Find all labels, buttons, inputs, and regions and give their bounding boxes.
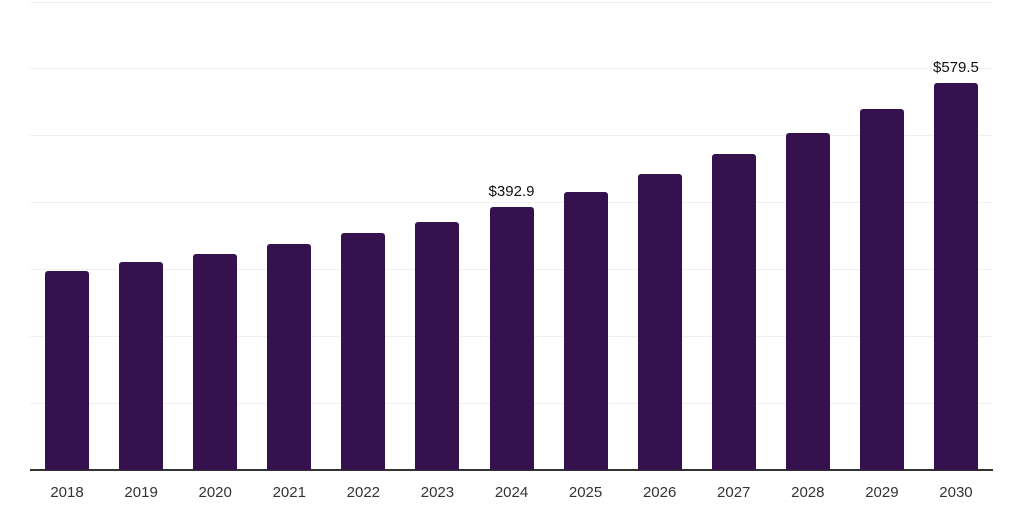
x-axis-tick-label: 2030 <box>939 484 973 501</box>
bar-2024 <box>489 207 534 470</box>
x-axis-tick-label: 2029 <box>865 484 899 501</box>
x-axis-tick-label: 2020 <box>198 484 232 501</box>
x-axis-tick-label: 2021 <box>272 484 306 501</box>
bar-2029 <box>859 109 904 470</box>
x-axis-tick-label: 2022 <box>346 484 381 501</box>
x-axis-tick-label: 2026 <box>642 484 677 501</box>
bar-2019 <box>119 262 164 470</box>
bar-2026 <box>637 174 682 470</box>
bar-2018 <box>45 271 90 470</box>
x-axis-tick-label: 2025 <box>568 484 603 501</box>
x-axis-tick-label: 2024 <box>494 484 529 501</box>
bar-2025 <box>563 191 608 470</box>
gridline <box>30 135 993 137</box>
bar-value-label: $579.5 <box>933 58 979 76</box>
x-axis-tick-label: 2023 <box>420 484 455 501</box>
bar-2022 <box>341 233 386 470</box>
bar-2030 <box>933 82 978 470</box>
bar-2023 <box>415 222 460 470</box>
x-axis-tick-label: 2028 <box>791 484 825 501</box>
x-axis-tick-label: 2027 <box>717 484 751 501</box>
bar-2020 <box>193 254 238 470</box>
x-axis-tick-label: 2018 <box>50 484 84 501</box>
bar-2021 <box>267 244 312 470</box>
bar-2027 <box>711 154 756 470</box>
gridline <box>30 68 993 70</box>
bar-value-label: $392.9 <box>488 183 535 201</box>
x-axis-tick-label: 2019 <box>124 484 158 501</box>
gridline <box>30 202 993 204</box>
bar-2028 <box>785 133 830 470</box>
gridline <box>30 1 993 3</box>
